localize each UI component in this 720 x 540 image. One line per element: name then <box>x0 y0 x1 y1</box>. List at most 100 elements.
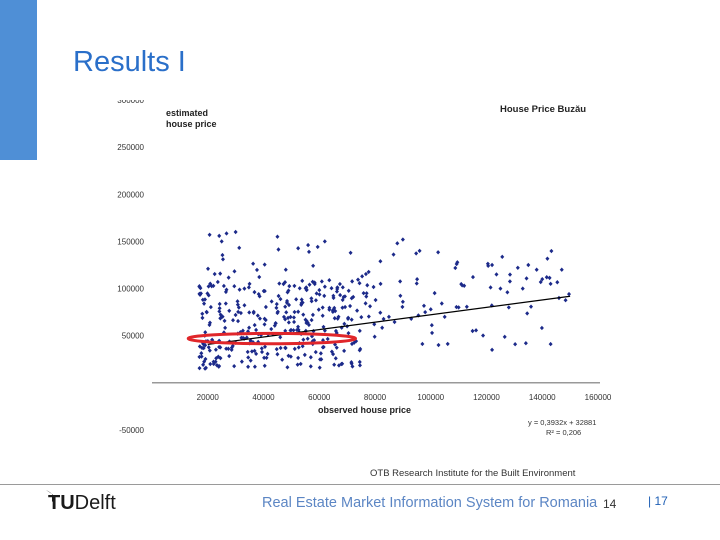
data-point <box>515 265 520 270</box>
data-point <box>252 364 257 369</box>
data-point <box>340 305 345 310</box>
data-point <box>198 285 203 291</box>
data-point <box>291 315 296 320</box>
data-point <box>350 364 355 369</box>
data-point <box>310 279 315 284</box>
data-point <box>346 315 351 321</box>
data-point <box>545 256 550 261</box>
data-point <box>213 347 218 352</box>
data-point <box>529 304 534 309</box>
data-point <box>442 314 447 320</box>
data-point <box>296 324 301 330</box>
data-point <box>208 361 213 367</box>
x-tick-labels: 20000 40000 60000 80000 100000 120000 140000 16… <box>197 393 612 402</box>
data-point <box>292 346 297 352</box>
data-point <box>320 313 325 318</box>
data-point <box>257 316 262 321</box>
y-tick-labels: 300000 250000 200000 150000 100000 50000 -5000… <box>117 100 144 435</box>
data-point <box>415 277 420 282</box>
data-point <box>508 272 513 277</box>
data-point <box>559 267 564 272</box>
data-point <box>247 281 252 287</box>
data-point <box>428 307 433 312</box>
data-point <box>200 297 205 302</box>
data-point <box>211 283 216 289</box>
data-point <box>223 325 228 331</box>
data-point <box>254 351 259 357</box>
slide-title: Results I <box>73 46 186 78</box>
data-point <box>219 239 224 244</box>
data-point <box>198 292 203 298</box>
data-point <box>208 281 213 286</box>
data-point <box>338 292 343 298</box>
data-point <box>208 304 213 310</box>
x-tick-label: 60000 <box>308 393 331 402</box>
data-point <box>200 311 205 316</box>
data-point <box>264 355 269 360</box>
data-point <box>245 349 250 355</box>
data-point <box>199 351 204 356</box>
data-point <box>197 344 202 349</box>
data-point <box>366 314 371 319</box>
data-point <box>322 328 327 333</box>
data-point <box>265 351 270 357</box>
data-point <box>357 281 362 286</box>
logo-text: TUDelft <box>48 492 116 514</box>
data-point <box>230 343 235 349</box>
data-point <box>247 310 252 315</box>
data-point <box>252 322 257 328</box>
data-point <box>235 299 240 304</box>
data-point <box>218 355 223 361</box>
data-point <box>263 304 268 310</box>
data-point <box>454 261 459 267</box>
data-point <box>233 312 238 318</box>
data-point <box>454 304 459 310</box>
data-point <box>202 301 207 306</box>
data-point <box>275 234 280 239</box>
data-point <box>333 328 338 334</box>
data-point <box>262 262 267 267</box>
data-point <box>339 361 344 367</box>
data-point <box>287 302 292 308</box>
data-point <box>357 328 362 334</box>
data-point <box>259 346 264 351</box>
data-point <box>331 293 336 299</box>
y-tick-label: 300000 <box>117 100 144 105</box>
data-point <box>252 289 257 295</box>
data-point <box>360 274 365 279</box>
data-point <box>340 297 345 303</box>
y-tick-label: 250000 <box>117 143 144 152</box>
highlight-ellipse <box>186 331 357 346</box>
data-point <box>320 305 325 310</box>
data-point <box>357 359 362 365</box>
data-point <box>231 317 236 323</box>
data-point <box>381 316 386 322</box>
data-point <box>567 291 572 297</box>
data-point <box>207 322 212 328</box>
data-point <box>284 310 289 315</box>
data-point <box>300 278 305 284</box>
data-point <box>224 346 229 351</box>
data-point <box>485 261 490 266</box>
data-point <box>380 325 385 330</box>
data-point <box>203 356 208 362</box>
data-point <box>301 312 306 317</box>
data-point <box>220 257 225 262</box>
data-point <box>355 308 360 313</box>
accent-sidebar-bar <box>0 0 37 160</box>
chart-title: House Price Buzău <box>500 104 586 115</box>
data-point <box>239 359 244 364</box>
data-point <box>330 308 335 313</box>
data-point <box>246 285 251 290</box>
data-point <box>395 241 400 246</box>
data-point <box>287 283 292 289</box>
data-point <box>298 361 303 367</box>
data-point <box>332 316 337 321</box>
data-point <box>327 305 332 311</box>
data-point <box>304 285 309 290</box>
data-point <box>296 345 301 350</box>
x-tick-label: 140000 <box>529 393 556 402</box>
footer-title: Real Estate Market Information System fo… <box>262 495 598 511</box>
data-point <box>278 335 283 340</box>
data-point <box>317 287 322 293</box>
